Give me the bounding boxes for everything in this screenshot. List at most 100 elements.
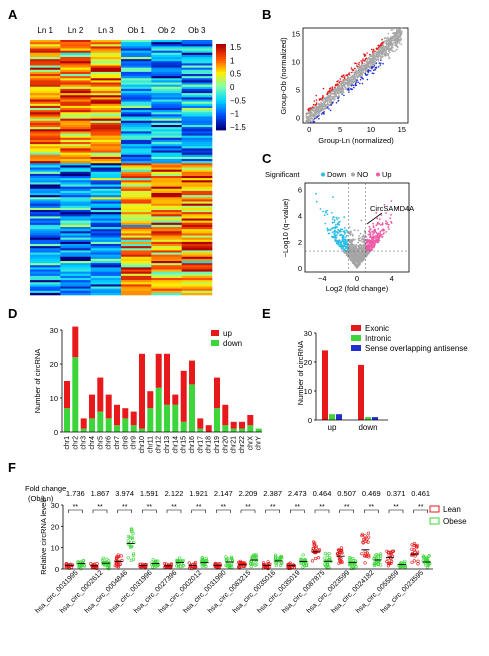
heatmap-cell — [151, 252, 182, 255]
scatter-b-point — [348, 79, 351, 82]
scatter-b-point — [346, 73, 348, 76]
scatter-b-point — [337, 99, 340, 102]
scatter-b-point — [307, 112, 309, 115]
scatter-b-point — [305, 116, 308, 118]
colorbar-segment — [216, 48, 226, 51]
heatmap-cell — [181, 169, 213, 173]
chromosome-legend-swatch-up — [211, 330, 219, 336]
heatmap-cell — [30, 224, 61, 228]
volcano-point — [358, 258, 360, 261]
scatter-b-point — [375, 62, 378, 65]
volcano-point — [324, 222, 327, 225]
heatmap-cell — [60, 135, 91, 139]
scatter-b-point — [362, 69, 365, 71]
heatmap-cell — [90, 74, 122, 77]
volcano-point — [368, 252, 370, 255]
validation-point-lean — [410, 543, 414, 547]
heatmap-cell — [30, 233, 61, 236]
heatmap-cell — [151, 167, 182, 170]
heatmap-cell — [90, 239, 122, 243]
heatmap-cell — [30, 122, 61, 126]
validation-point-obese — [377, 559, 381, 563]
heatmap-cell — [151, 210, 182, 213]
validation-point-obese — [305, 563, 309, 568]
heatmap-cell — [121, 105, 152, 109]
scatter-b-point — [347, 87, 350, 90]
heatmap-cell — [60, 265, 91, 268]
heatmap-cell — [151, 178, 182, 181]
scatter-b-point — [339, 80, 341, 83]
chromosome-bar-down — [72, 357, 79, 432]
volcano-point — [349, 239, 351, 242]
heatmap-cell — [30, 154, 61, 158]
scatter-b-point — [395, 40, 398, 43]
heatmap-column-label: Ob 2 — [158, 26, 176, 35]
scatter-b-point — [327, 95, 330, 98]
volcano-point — [355, 264, 357, 267]
scatter-b-point — [335, 95, 338, 97]
heatmap-cell — [121, 52, 152, 56]
scatter-b-point — [306, 117, 308, 120]
chromosome-bar-up — [147, 391, 154, 409]
validation-point-lean — [242, 561, 246, 565]
volcano-point — [372, 238, 375, 241]
scatter-b-xtick: 10 — [367, 125, 375, 134]
scatter-b-point — [352, 84, 355, 87]
heatmap-cell — [30, 218, 61, 221]
chromosome-bar-up — [189, 360, 195, 385]
heatmap-cell — [181, 176, 213, 179]
scatter-b-point — [400, 43, 403, 46]
heatmap-cell — [90, 167, 122, 170]
heatmap-cell — [181, 103, 213, 107]
volcano-point — [361, 238, 364, 240]
volcano-point — [331, 218, 334, 221]
validation-point-obese — [254, 554, 258, 558]
heatmap-cell — [181, 250, 213, 253]
scatter-b-point — [373, 61, 375, 64]
significance-mark: ** — [245, 504, 251, 511]
heatmap-cell — [121, 125, 152, 128]
heatmap-cell — [60, 76, 91, 79]
validation-category-label: hsa_circ_0031996 — [108, 569, 153, 614]
scatter-b-point — [351, 76, 353, 78]
heatmap-cell — [60, 205, 91, 209]
scatter-b-point — [320, 103, 323, 106]
scatter-b-point — [356, 63, 358, 65]
heatmap-cell — [60, 176, 91, 179]
region-legend-label: Sense overlapping antisense — [365, 344, 468, 353]
volcano-point — [357, 252, 360, 255]
scatter-b-point — [311, 107, 314, 110]
heatmap-cell — [30, 57, 61, 60]
heatmap-cell — [181, 71, 213, 75]
scatter-b-point — [332, 93, 335, 95]
scatter-b-point — [378, 49, 381, 51]
scatter-b-point — [334, 90, 337, 93]
heatmap-cell — [60, 244, 91, 247]
fold-change-value: 3.974 — [115, 489, 134, 498]
heatmap-cell — [121, 63, 152, 66]
validation-point-obese — [323, 551, 327, 556]
heatmap-cell — [181, 237, 213, 241]
fold-change-value: 2.147 — [214, 489, 233, 498]
volcano-point — [369, 236, 371, 239]
heatmap-cell — [181, 114, 213, 117]
scatter-b-point — [391, 45, 393, 48]
heatmap-cell — [30, 152, 61, 156]
heatmap-cell — [121, 190, 152, 194]
scatter-b-point — [352, 76, 355, 78]
scatter-b-point — [377, 58, 380, 61]
heatmap-cell — [60, 48, 91, 51]
heatmap-cell — [30, 105, 61, 109]
heatmap-cell — [151, 156, 182, 160]
validation-category-label: hsa_circ_0024182 — [330, 569, 375, 614]
chromosome-legend-label-up: up — [223, 329, 232, 338]
scatter-b-point — [382, 47, 384, 49]
heatmap-cell — [60, 78, 91, 81]
chromosome-bar-down — [89, 418, 95, 432]
heatmap-cell — [30, 248, 61, 251]
volcano-point — [374, 236, 377, 239]
scatter-b-point — [343, 74, 345, 76]
heatmap-cell — [151, 165, 182, 168]
scatter-b-point — [321, 99, 324, 102]
scatter-b-point — [359, 78, 362, 81]
